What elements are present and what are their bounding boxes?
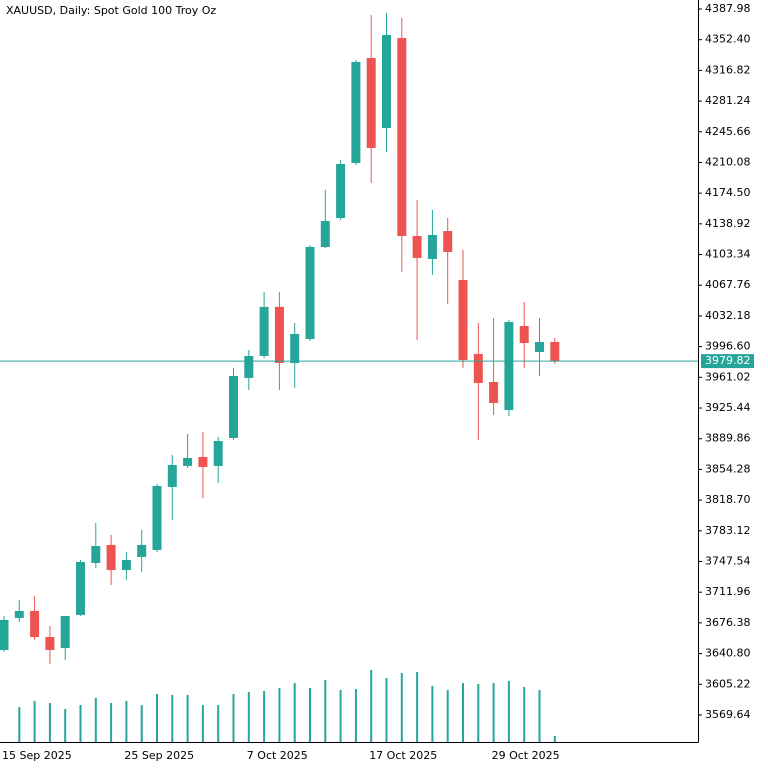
candle-body [106, 544, 116, 570]
y-tick-label: 3640.80 [705, 647, 751, 660]
last-price-box [701, 354, 754, 369]
candle-body [427, 234, 437, 259]
candle-body [489, 381, 499, 403]
y-tick-label: 4032.18 [705, 309, 751, 322]
candle-body [45, 637, 55, 650]
candle-body [336, 163, 346, 219]
candle-body [259, 306, 269, 356]
candle-body [91, 545, 101, 563]
y-tick-label: 3747.54 [705, 554, 751, 567]
candle-body [229, 375, 238, 438]
candle-body [382, 35, 391, 129]
y-tick-label: 4138.92 [705, 217, 751, 230]
x-tick-label: 29 Oct 2025 [492, 749, 560, 762]
candle-body [351, 62, 361, 163]
candle-body [152, 485, 162, 550]
candle-body [213, 441, 223, 466]
candle-body [244, 355, 254, 378]
y-tick-label: 3569.64 [705, 708, 751, 721]
candle-body [412, 236, 422, 258]
candle-body [397, 37, 407, 237]
x-tick-label: 15 Sep 2025 [2, 749, 72, 762]
candle-body [167, 464, 177, 487]
candle-body [76, 561, 85, 615]
x-tick-label: 7 Oct 2025 [247, 749, 308, 762]
y-tick-label: 3605.22 [705, 677, 751, 690]
y-tick-label: 4174.50 [705, 186, 751, 199]
candle-body [458, 280, 468, 361]
candle-body [30, 610, 40, 638]
y-tick-label: 4281.24 [705, 94, 751, 107]
y-tick-label: 4387.98 [705, 2, 751, 15]
candle-body [137, 544, 147, 557]
y-tick-label: 3676.38 [705, 616, 751, 629]
last-price-label: 3979.82 [705, 354, 751, 367]
candle-body [14, 610, 24, 618]
y-tick-label: 3961.02 [705, 370, 751, 383]
y-tick-label: 4210.08 [705, 155, 751, 168]
candle-body [305, 246, 315, 339]
candle-body [320, 221, 330, 247]
y-tick-label: 3889.86 [705, 432, 751, 445]
y-tick-label: 4316.82 [705, 63, 751, 76]
candle-body [535, 341, 544, 352]
y-tick-label: 4245.66 [705, 125, 751, 138]
candle-body [366, 57, 376, 148]
candle-body [443, 231, 453, 252]
x-tick-label: 25 Sep 2025 [124, 749, 194, 762]
candle-body [504, 321, 514, 410]
candle-body [60, 615, 70, 648]
y-tick-label: 3925.44 [705, 401, 751, 414]
y-tick-label: 3783.12 [705, 524, 751, 537]
candle-body [290, 333, 300, 364]
candle-body [473, 353, 483, 383]
candle-body [0, 619, 9, 650]
y-tick-label: 4103.34 [705, 248, 751, 261]
y-tick-label: 4352.40 [705, 33, 751, 46]
candle-body [121, 559, 131, 570]
y-tick-label: 4067.76 [705, 278, 751, 291]
y-tick-label: 3996.60 [705, 340, 751, 353]
candle-body [550, 341, 560, 362]
x-tick-label: 17 Oct 2025 [369, 749, 437, 762]
chart-title: XAUUSD, Daily: Spot Gold 100 Troy Oz [6, 4, 216, 17]
candle-body [198, 456, 208, 467]
candle-body [519, 326, 529, 344]
candle-body [274, 306, 284, 364]
y-tick-label: 3818.70 [705, 493, 751, 506]
candle-body [183, 458, 193, 466]
y-tick-label: 3854.28 [705, 462, 751, 475]
y-tick-label: 3711.96 [705, 585, 751, 598]
